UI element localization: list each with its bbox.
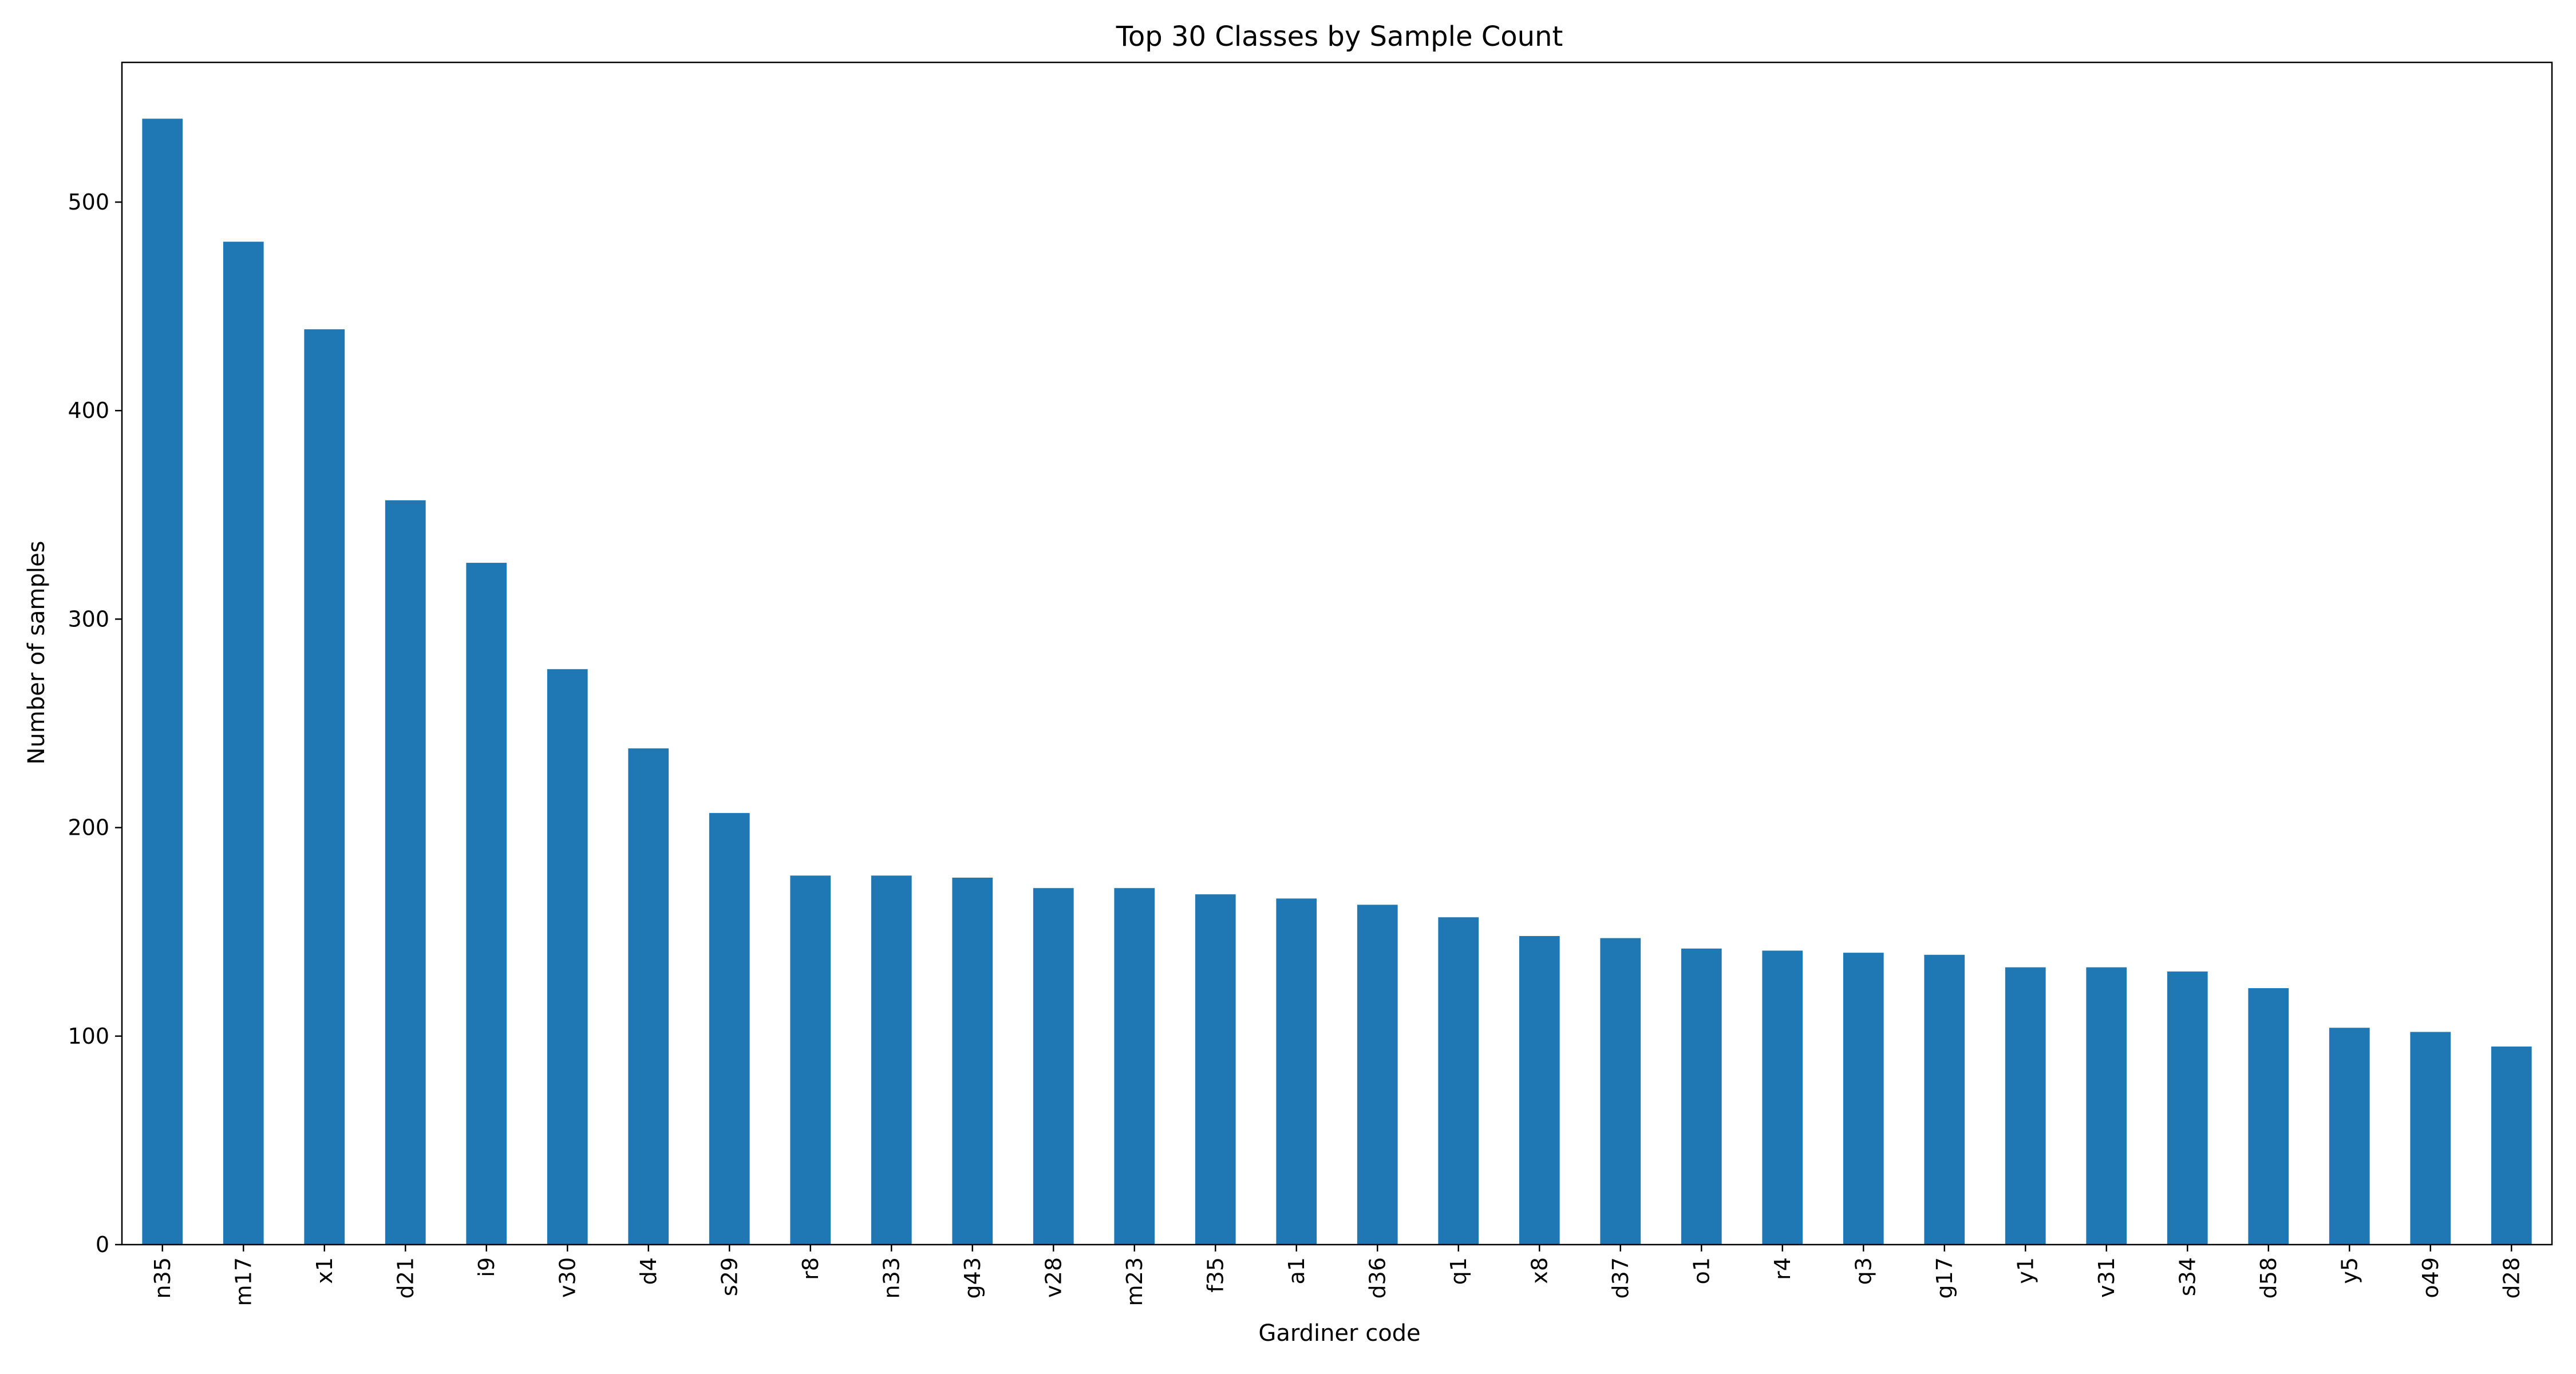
x-tick-label: d28 (2499, 1257, 2524, 1298)
bar-m17 (223, 242, 264, 1245)
x-tick-label: y5 (2337, 1257, 2362, 1284)
bar-m23 (1114, 888, 1155, 1245)
y-tick-label: 400 (68, 398, 109, 423)
x-tick-label: v30 (555, 1257, 580, 1298)
y-tick-label: 500 (68, 189, 109, 215)
x-tick-label: v31 (2094, 1257, 2119, 1298)
bar-q3 (1843, 953, 1884, 1245)
y-axis-ticks: 0 100 200 300 400 500 (68, 189, 122, 1257)
bar-i9 (466, 563, 507, 1245)
x-tick-label: m17 (231, 1257, 256, 1306)
x-tick-label: x1 (312, 1257, 337, 1284)
x-tick-label: g17 (1932, 1257, 1957, 1298)
bar-x8 (1519, 935, 1560, 1245)
x-tick-label: o49 (2418, 1257, 2443, 1298)
bar-s34 (2167, 971, 2208, 1245)
x-tick-label: s34 (2175, 1257, 2200, 1296)
bar-o49 (2410, 1032, 2451, 1245)
x-tick-label: d4 (636, 1257, 661, 1285)
bars-group (142, 119, 2532, 1245)
bar-v31 (2086, 967, 2127, 1245)
bar-y5 (2329, 1028, 2370, 1245)
bar-a1 (1276, 898, 1317, 1245)
x-tick-label: y1 (2013, 1257, 2038, 1284)
bar-d21 (385, 500, 426, 1245)
x-tick-label: v28 (1041, 1257, 1066, 1298)
x-tick-label: m23 (1122, 1257, 1147, 1306)
bar-n33 (871, 875, 912, 1245)
x-tick-label: d58 (2256, 1257, 2281, 1298)
bar-v30 (547, 669, 588, 1245)
x-tick-label: d36 (1365, 1257, 1390, 1298)
bar-g17 (1924, 954, 1965, 1245)
x-axis-ticks: n35 m17 x1 d21 i9 v30 d4 s29 r8 n33 g43 v28 m23 f35 a1… (150, 1245, 2524, 1306)
bar-r8 (790, 875, 831, 1245)
y-axis-title: Number of samples (23, 541, 50, 765)
x-tick-label: d21 (393, 1257, 418, 1298)
bar-v28 (1033, 888, 1074, 1245)
x-tick-label: f35 (1203, 1257, 1228, 1293)
bar-s29 (709, 813, 750, 1245)
x-tick-label: s29 (717, 1257, 742, 1296)
y-tick-label: 300 (68, 606, 109, 631)
bar-x1 (304, 329, 345, 1245)
bar-o1 (1681, 948, 1722, 1245)
y-tick-label: 0 (96, 1232, 109, 1257)
bar-d58 (2248, 988, 2289, 1245)
x-tick-label: q3 (1851, 1257, 1876, 1285)
bar-d36 (1357, 905, 1398, 1245)
bar-r4 (1762, 950, 1803, 1245)
x-tick-label: x8 (1527, 1257, 1552, 1284)
bar-d4 (628, 748, 669, 1245)
bar-d37 (1600, 938, 1641, 1245)
x-tick-label: r8 (798, 1257, 823, 1280)
bar-d28 (2491, 1047, 2532, 1245)
x-axis-title: Gardiner code (1258, 1320, 1420, 1347)
x-tick-label: o1 (1689, 1257, 1714, 1284)
bar-f35 (1195, 894, 1236, 1245)
x-tick-label: q1 (1446, 1257, 1471, 1285)
bar-q1 (1438, 917, 1479, 1245)
chart-title: Top 30 Classes by Sample Count (1116, 21, 1563, 53)
y-tick-label: 100 (68, 1024, 109, 1049)
bar-y1 (2005, 967, 2046, 1245)
x-tick-label: g43 (960, 1257, 985, 1298)
y-tick-label: 200 (68, 815, 109, 840)
x-tick-label: n33 (879, 1257, 904, 1298)
bar-n35 (142, 119, 183, 1245)
x-tick-label: n35 (150, 1257, 175, 1298)
plot-frame (121, 61, 2553, 1246)
x-tick-label: a1 (1284, 1257, 1309, 1284)
x-tick-label: i9 (474, 1257, 499, 1277)
bar-g43 (952, 878, 993, 1245)
x-tick-label: d37 (1608, 1257, 1633, 1298)
x-tick-label: r4 (1770, 1257, 1795, 1280)
